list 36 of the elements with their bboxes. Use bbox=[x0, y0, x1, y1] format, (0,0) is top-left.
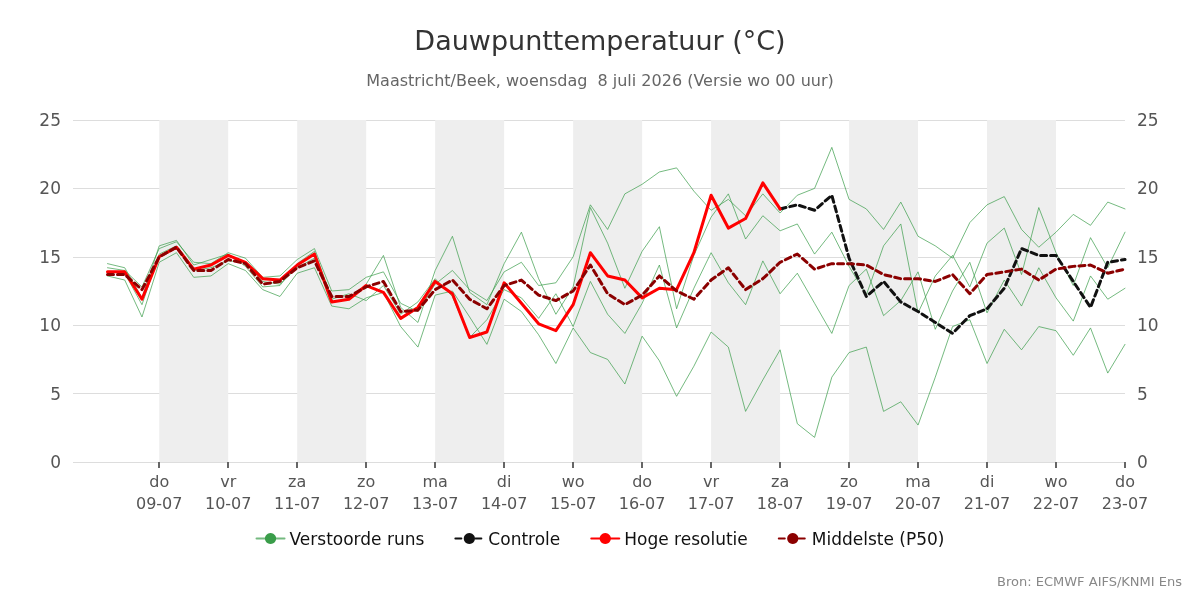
y2-tick-label: 0 bbox=[1137, 452, 1148, 472]
chart-subtitle: Maastricht/Beek, woensdag 8 juli 2026 (Versie wo 00 uur) bbox=[366, 70, 834, 90]
y2-tick-label: 15 bbox=[1137, 246, 1159, 267]
x-tick-label: zo 12-07 bbox=[342, 471, 390, 513]
line-series bbox=[105, 245, 1127, 314]
y-tick-label: 15 bbox=[39, 246, 61, 267]
y-tick-label: 20 bbox=[39, 178, 61, 199]
x-tick-label: ma 20-07 bbox=[894, 471, 942, 513]
y-tick-label: 25 bbox=[39, 110, 61, 130]
chart-title: Dauwpunttemperatuur (°C) bbox=[414, 25, 786, 56]
text: Bron: ECMWF AIFS/KNMI Ens bbox=[997, 574, 1183, 589]
y2-tick-label: 20 bbox=[1137, 178, 1159, 199]
x-tick-label: wo 22-07 bbox=[1032, 471, 1080, 513]
x-tick-label: di 14-07 bbox=[480, 471, 528, 513]
x-tick-label: do 23-07 bbox=[1101, 471, 1149, 513]
x-tick-label: wo 15-07 bbox=[549, 471, 597, 513]
x-tick-label: za 18-07 bbox=[756, 471, 804, 513]
legend-label: Verstoorde runs bbox=[289, 528, 425, 549]
legend-label: Middelste (P50) bbox=[811, 528, 945, 549]
legend-label: Hoge resolutie bbox=[624, 528, 748, 549]
y-tick-label: 0 bbox=[50, 452, 61, 472]
legend-label: Controle bbox=[488, 528, 561, 549]
y-tick-label: 10 bbox=[39, 315, 61, 336]
x-tick-label: vr 10-07 bbox=[204, 471, 252, 513]
x-tick-label: za 11-07 bbox=[273, 471, 321, 513]
x-tick-label: vr 17-07 bbox=[687, 471, 735, 513]
y2-tick-label: 25 bbox=[1137, 110, 1159, 130]
x-tick-label: do 16-07 bbox=[618, 471, 666, 513]
x-tick-label: do 09-07 bbox=[135, 471, 183, 513]
y2-tick-label: 5 bbox=[1137, 383, 1148, 404]
x-tick-label: di 21-07 bbox=[963, 471, 1011, 513]
y-tick-label: 5 bbox=[50, 383, 61, 404]
x-tick-label: ma 13-07 bbox=[411, 471, 459, 513]
y2-tick-label: 10 bbox=[1137, 315, 1159, 336]
x-tick-label: zo 19-07 bbox=[825, 471, 873, 513]
line-series bbox=[778, 193, 1127, 335]
